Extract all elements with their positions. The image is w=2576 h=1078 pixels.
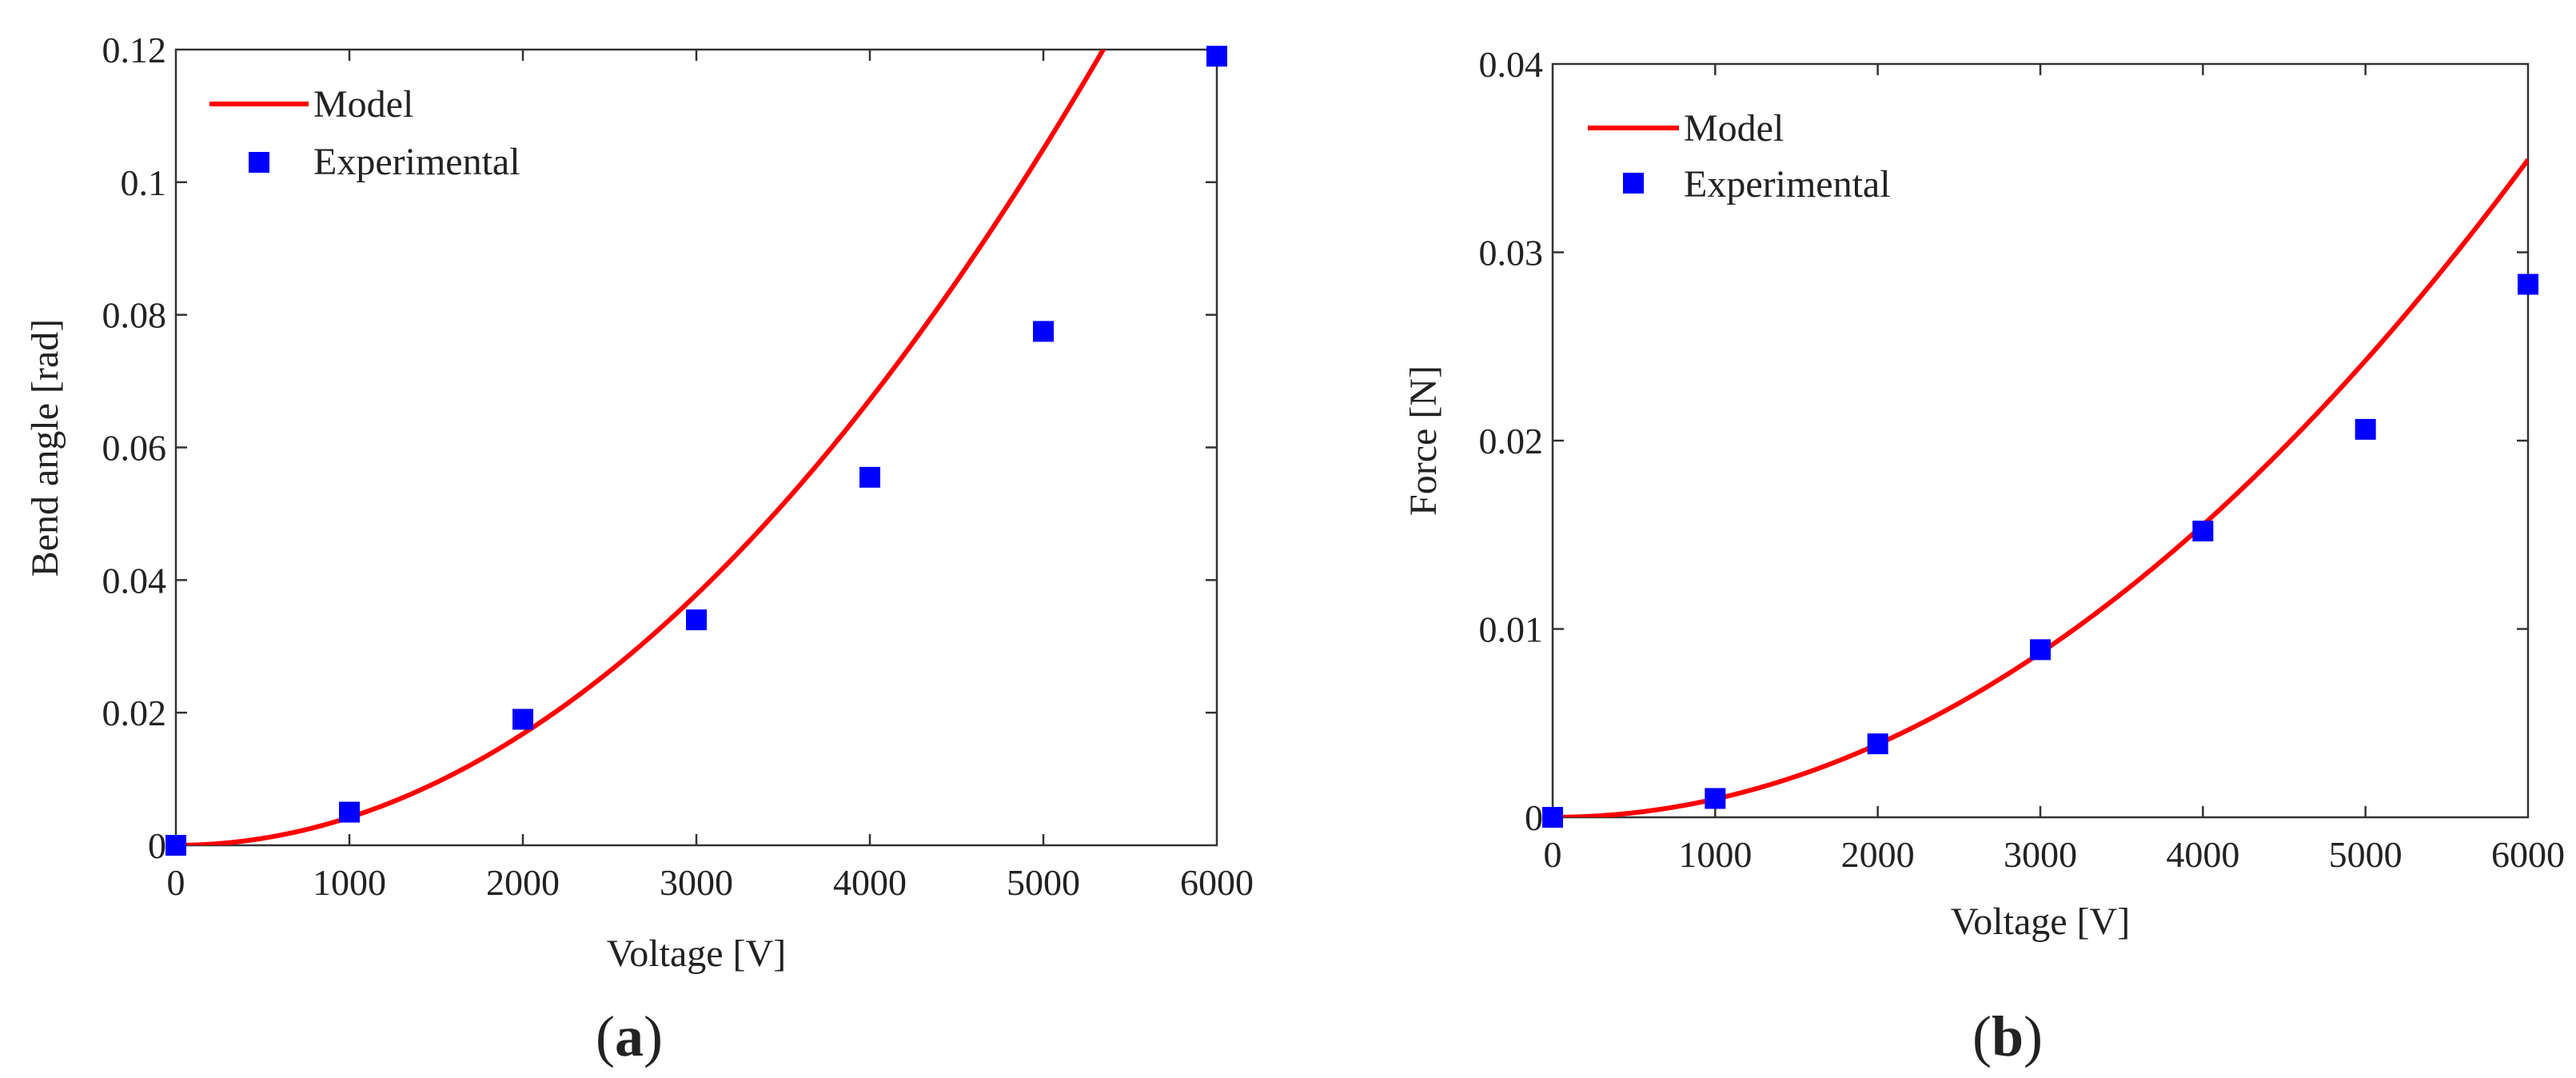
panel-a: 0 0.02 0.04 0.06 0.08 0.1 0.12 0 1000 2000 3000 40… (24, 30, 1254, 1068)
y-axis-label-a: Bend angle [rad] (24, 319, 66, 577)
legend-experimental-marker-a (249, 152, 269, 173)
x-tick-label: 6000 (2491, 834, 2565, 875)
experimental-point (165, 835, 186, 856)
x-ticks-b: 0 1000 2000 3000 4000 5000 6000 (1544, 64, 2565, 875)
y-tick-label: 0.06 (102, 428, 167, 469)
x-tick-label: 0 (167, 862, 185, 903)
x-tick-label: 6000 (1180, 862, 1254, 903)
legend-model-label-b: Model (1684, 107, 1784, 150)
model-line-a (176, 50, 1107, 845)
x-axis-label-b: Voltage [V] (1951, 900, 2130, 943)
experimental-point (859, 466, 880, 488)
panel-letter-a: a (615, 1004, 644, 1068)
legend-model-label-a: Model (313, 83, 413, 126)
y-ticks-a: 0 0.02 0.04 0.06 0.08 0.1 0.12 (102, 30, 1217, 866)
y-tick-label: 0 (148, 825, 166, 866)
experimental-point (1206, 46, 1227, 67)
x-tick-label: 3000 (660, 862, 733, 903)
experimental-point (2192, 521, 2214, 542)
y-tick-label: 0.1 (121, 162, 167, 203)
legend-a: Model Experimental (209, 83, 520, 183)
experimental-point (339, 801, 360, 823)
experimental-point (1705, 788, 1726, 809)
y-tick-label: 0.01 (1479, 609, 1544, 650)
legend-experimental-marker-b (1623, 173, 1644, 194)
x-tick-label: 1000 (1678, 834, 1752, 875)
x-tick-label: 2000 (486, 862, 560, 903)
x-tick-label: 4000 (2166, 834, 2239, 875)
experimental-points-b (1542, 273, 2538, 828)
experimental-point (512, 709, 533, 730)
panel-label-a: (a) (596, 1004, 663, 1068)
y-tick-label: 0 (1525, 797, 1543, 838)
x-tick-label: 1000 (313, 862, 386, 903)
x-tick-label: 0 (1544, 834, 1562, 875)
experimental-point (2355, 418, 2376, 440)
y-axis-label-b: Force [N] (1402, 365, 1445, 516)
experimental-point (686, 609, 707, 631)
y-ticks-b: 0 0.01 0.02 0.03 0.04 (1479, 44, 2528, 838)
panel-b: 0 0.01 0.02 0.03 0.04 0 1000 2000 3000 4000 5000 6… (1402, 44, 2565, 1068)
y-tick-label: 0.04 (102, 560, 167, 601)
x-tick-label: 3000 (2004, 834, 2077, 875)
legend-b: Model Experimental (1588, 107, 1891, 206)
x-tick-label: 5000 (2329, 834, 2403, 875)
experimental-point (1033, 321, 1054, 342)
legend-experimental-label-b: Experimental (1684, 163, 1891, 206)
x-tick-label: 4000 (833, 862, 907, 903)
y-tick-label: 0.08 (102, 295, 167, 336)
x-tick-label: 5000 (1007, 862, 1080, 903)
x-ticks-a: 0 1000 2000 3000 4000 5000 6000 (167, 50, 1254, 903)
experimental-point (2030, 639, 2051, 661)
y-tick-label: 0.12 (102, 30, 167, 70)
y-tick-label: 0.03 (1479, 233, 1544, 273)
y-tick-label: 0.02 (1479, 421, 1544, 461)
y-tick-label: 0.04 (1479, 44, 1544, 85)
experimental-point (1542, 807, 1563, 828)
x-tick-label: 2000 (1841, 834, 1915, 875)
experimental-point (2518, 273, 2538, 295)
y-tick-label: 0.02 (102, 693, 167, 733)
experimental-points-a (165, 46, 1227, 856)
panel-letter-b: b (1992, 1004, 2024, 1068)
x-axis-label-a: Voltage [V] (607, 932, 786, 975)
experimental-point (1867, 733, 1888, 755)
model-line-b (1553, 158, 2528, 817)
panel-label-b: (b) (1972, 1004, 2043, 1068)
legend-experimental-label-a: Experimental (313, 141, 520, 183)
